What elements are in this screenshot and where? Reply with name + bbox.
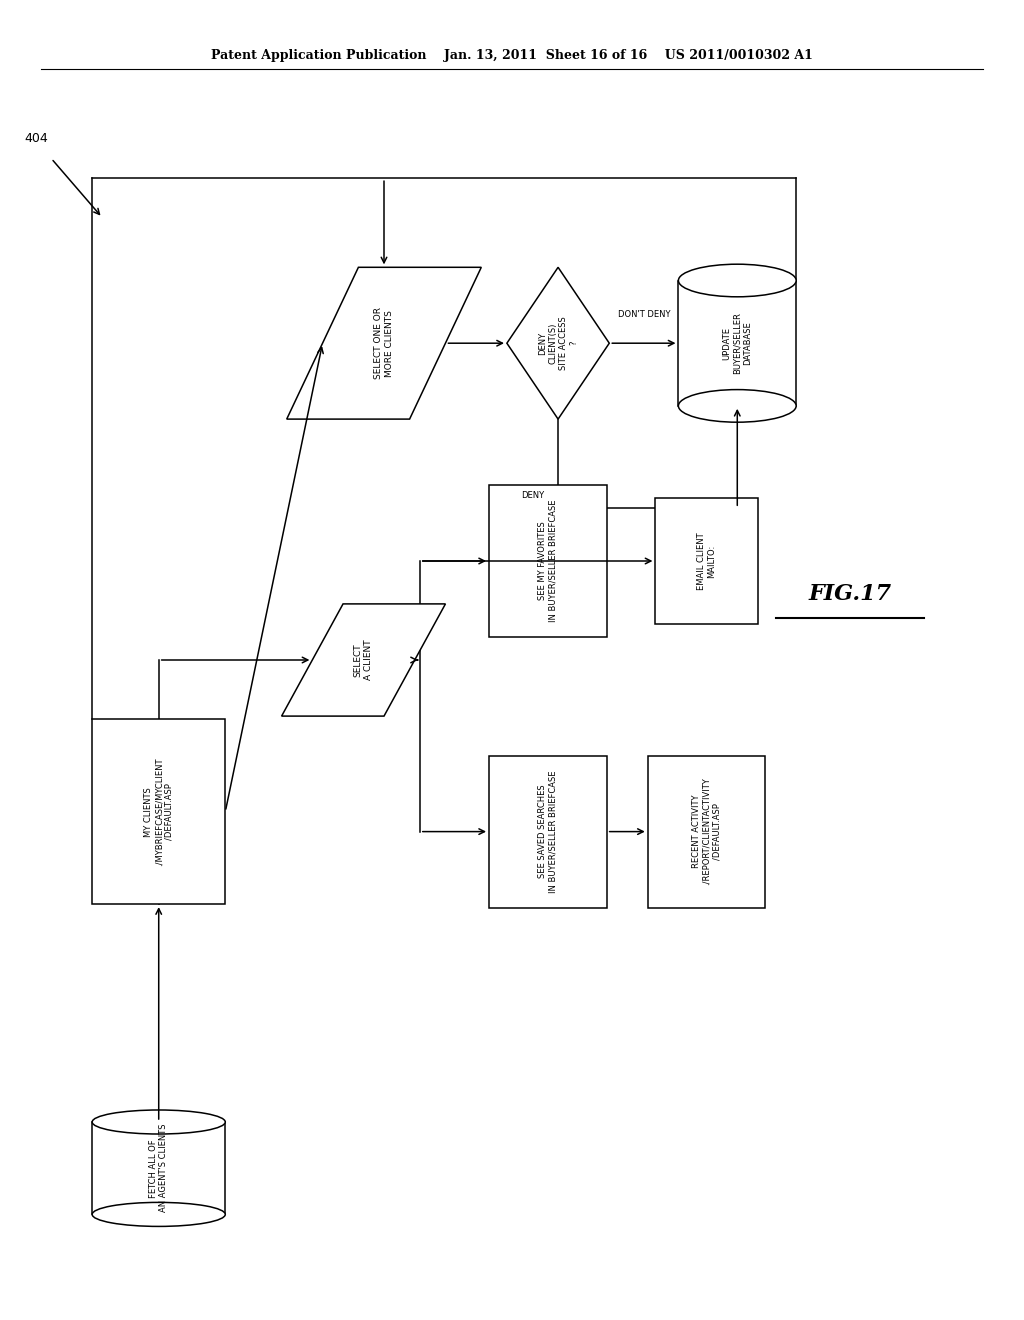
Text: SEE MY FAVORITES
IN BUYER/SELLER BRIEFCASE: SEE MY FAVORITES IN BUYER/SELLER BRIEFCA… [539, 500, 557, 622]
Bar [489, 755, 606, 908]
Bar [678, 281, 797, 407]
Bar [92, 1122, 225, 1214]
Bar [647, 755, 765, 908]
Ellipse shape [678, 264, 797, 297]
Text: RECENT ACTIVITY
./REPORT/CLIENTACTIVITY
/DEFAULT.ASP: RECENT ACTIVITY ./REPORT/CLIENTACTIVITY … [691, 777, 722, 886]
Bar [489, 486, 606, 638]
Text: DON'T DENY: DON'T DENY [617, 310, 670, 318]
Text: 404: 404 [24, 132, 48, 145]
Text: EMAIL CLIENT
MAILTO:: EMAIL CLIENT MAILTO: [697, 532, 716, 590]
Text: FETCH ALL OF
AN AGENT'S CLIENTS: FETCH ALL OF AN AGENT'S CLIENTS [150, 1123, 168, 1213]
Text: FIG.17: FIG.17 [808, 583, 892, 605]
Text: SEE SAVED SEARCHES
IN BUYER/SELLER BRIEFCASE: SEE SAVED SEARCHES IN BUYER/SELLER BRIEF… [539, 771, 557, 892]
Ellipse shape [92, 1203, 225, 1226]
Text: UPDATE
BUYER/SELLER
DATABASE: UPDATE BUYER/SELLER DATABASE [722, 313, 753, 374]
Bar [92, 719, 225, 904]
Text: SELECT ONE OR
MORE CLIENTS: SELECT ONE OR MORE CLIENTS [375, 308, 393, 379]
Text: SELECT
A CLIENT: SELECT A CLIENT [354, 640, 373, 680]
Polygon shape [507, 267, 609, 420]
Bar [655, 499, 758, 624]
Text: Patent Application Publication    Jan. 13, 2011  Sheet 16 of 16    US 2011/00103: Patent Application Publication Jan. 13, … [211, 49, 813, 62]
Ellipse shape [678, 389, 797, 422]
Text: DENY
CLIENT(S)
SITE ACCESS
?: DENY CLIENT(S) SITE ACCESS ? [538, 317, 579, 370]
Polygon shape [282, 605, 445, 715]
Text: DENY: DENY [521, 491, 544, 499]
Ellipse shape [92, 1110, 225, 1134]
Polygon shape [287, 267, 481, 420]
Text: MY CLIENTS
./MYBRIEFCASE/MYCLIENT
/DEFAULT.ASP: MY CLIENTS ./MYBRIEFCASE/MYCLIENT /DEFAU… [143, 758, 174, 866]
